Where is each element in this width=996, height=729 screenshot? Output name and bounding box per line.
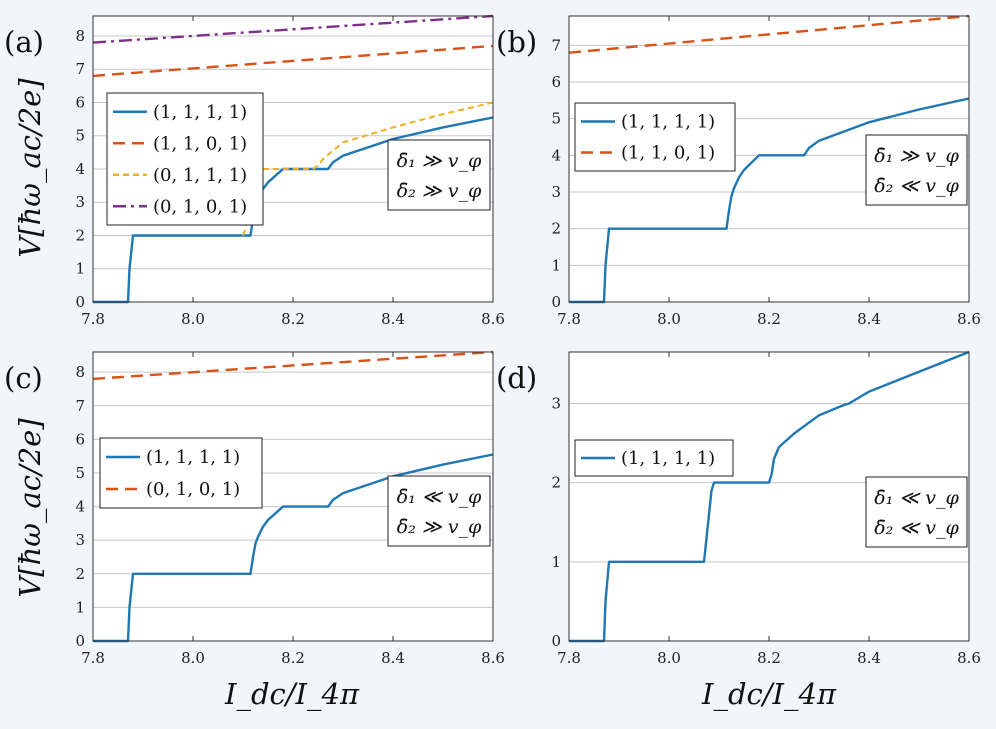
axes-frame-b (568, 15, 970, 303)
x-tick-label: 8.4 (857, 649, 881, 667)
condition-text: δ̄₂ ≪ v_φ (874, 175, 959, 197)
series-line-a-2 (242, 101, 494, 236)
y-tick-label: 2 (75, 565, 85, 583)
x-tick-label: 8.4 (381, 310, 405, 328)
y-tick-label: 3 (75, 531, 85, 549)
y-tick-label: 3 (551, 394, 561, 412)
y-tick-label: 2 (75, 226, 85, 244)
x-tick-label: 8.6 (957, 310, 981, 328)
y-tick-label: 6 (75, 93, 85, 111)
x-tick-label: 8.2 (757, 310, 781, 328)
condition-text: δ̄₂ ≫ v_φ (397, 516, 482, 538)
series-line-a-1 (92, 44, 494, 78)
panel-label-c: (c) (4, 361, 43, 395)
legend-c (99, 437, 263, 509)
y-tick-label: 0 (75, 293, 85, 311)
axes-frame-c (92, 351, 494, 642)
y-tick-label: 5 (551, 110, 561, 128)
y-tick-label: 7 (75, 397, 85, 415)
x-tick-label: 7.8 (81, 310, 105, 328)
x-tick-label: 8.2 (281, 310, 305, 328)
condition-text: δ̄₁ ≫ v_φ (397, 150, 482, 172)
x-tick-label: 7.8 (81, 649, 105, 667)
y-tick-label: 6 (75, 430, 85, 448)
condition-box-c (387, 475, 491, 547)
legend-entry: (0, 1, 0, 1) (153, 196, 247, 217)
condition-text: δ̄₂ ≫ v_φ (397, 180, 482, 202)
y-tick-label: 8 (75, 27, 85, 45)
y-tick-label: 7 (75, 60, 85, 78)
y-tick-label: 1 (75, 598, 85, 616)
axes-frame-d (568, 351, 970, 642)
legend-entry: (1, 1, 1, 1) (621, 112, 715, 133)
condition-text: δ̄₂ ≪ v_φ (874, 517, 959, 539)
legend-entry: (1, 1, 1, 1) (621, 448, 715, 469)
y-tick-label: 1 (551, 553, 561, 571)
panel-label-b: (b) (496, 25, 537, 59)
x-tick-label: 8.2 (757, 649, 781, 667)
y-tick-label: 1 (551, 256, 561, 274)
x-tick-label: 8.6 (957, 649, 981, 667)
y-tick-label: 1 (75, 260, 85, 278)
y-tick-label: 5 (75, 464, 85, 482)
y-tick-label: 7 (551, 36, 561, 54)
legend-entry: (1, 1, 0, 1) (621, 143, 715, 164)
series-line-a-3 (92, 14, 494, 44)
x-tick-label: 8.6 (481, 310, 505, 328)
x-tick-label: 8.2 (281, 649, 305, 667)
series-line-c-1 (92, 350, 494, 381)
legend-entry: (1, 1, 0, 1) (153, 133, 247, 154)
x-tick-label: 8.0 (657, 649, 681, 667)
y-tick-label: 4 (551, 146, 561, 164)
x-axis-label-right: I_dc/I_4π (701, 677, 837, 712)
panel-label-a: (a) (4, 25, 44, 59)
y-tick-label: 2 (551, 474, 561, 492)
panel-a: 0 1 2 3 4 5 6 7 8 7.8 8.0 8.2 8.4 8.6 (1, 1, 1, 1) (1, … (75, 14, 505, 328)
x-axis-label-left: I_dc/I_4π (224, 677, 360, 712)
y-tick-label: 6 (551, 73, 561, 91)
y-tick-label: 8 (75, 363, 85, 381)
y-tick-label: 3 (551, 183, 561, 201)
legend-b (574, 102, 736, 172)
panel-c: 0 1 2 3 4 5 6 7 8 7.8 8.0 8.2 8.4 8.6 (1, 1, 1, 1) (0, … (75, 350, 505, 667)
y-axis-label-bottom: V[ħω_ac/2e] (13, 418, 48, 598)
y-tick-label: 0 (551, 632, 561, 650)
x-tick-label: 8.4 (381, 649, 405, 667)
panel-d: 0 1 2 3 7.8 8.0 8.2 8.4 8.6 (1, 1, 1, 1) δ̄₁ ≪ v_φ… (551, 350, 981, 667)
y-tick-label: 0 (551, 293, 561, 311)
legend-entry: (0, 1, 1, 1) (153, 165, 247, 186)
series-line-c-0 (93, 453, 494, 643)
legend-entry: (1, 1, 1, 1) (153, 102, 247, 123)
x-tick-label: 8.0 (181, 649, 205, 667)
x-tick-label: 8.4 (857, 310, 881, 328)
x-tick-label: 8.6 (481, 649, 505, 667)
y-tick-label: 3 (75, 193, 85, 211)
condition-box-a (387, 139, 491, 211)
x-tick-label: 8.0 (657, 310, 681, 328)
y-tick-label: 2 (551, 220, 561, 238)
panel-b: 0 1 2 3 4 5 6 7 7.8 8.0 8.2 8.4 8.6 (1, 1, 1, 1) (1, 1… (551, 14, 981, 328)
legend-entry: (0, 1, 0, 1) (146, 479, 240, 500)
condition-text: δ̄₁ ≪ v_φ (874, 487, 959, 509)
condition-box-d (865, 476, 968, 548)
series-line-b-1 (568, 14, 970, 54)
condition-text: δ̄₁ ≫ v_φ (874, 145, 959, 167)
x-tick-label: 8.0 (181, 310, 205, 328)
panel-label-d: (d) (496, 361, 537, 395)
legend-entry: (1, 1, 1, 1) (146, 447, 240, 468)
legend-a (106, 92, 264, 226)
y-tick-label: 4 (75, 160, 85, 178)
condition-text: δ̄₁ ≪ v_φ (397, 486, 482, 508)
series-line-b-0 (569, 97, 970, 304)
condition-box-b (865, 134, 968, 206)
x-tick-label: 7.8 (557, 310, 581, 328)
series-line-d-0 (569, 350, 970, 643)
y-tick-label: 5 (75, 127, 85, 145)
y-tick-label: 0 (75, 632, 85, 650)
axes-frame-a (92, 15, 494, 303)
x-tick-label: 7.8 (557, 649, 581, 667)
y-tick-label: 4 (75, 498, 85, 516)
y-axis-label-top: V[ħω_ac/2e] (13, 78, 48, 258)
